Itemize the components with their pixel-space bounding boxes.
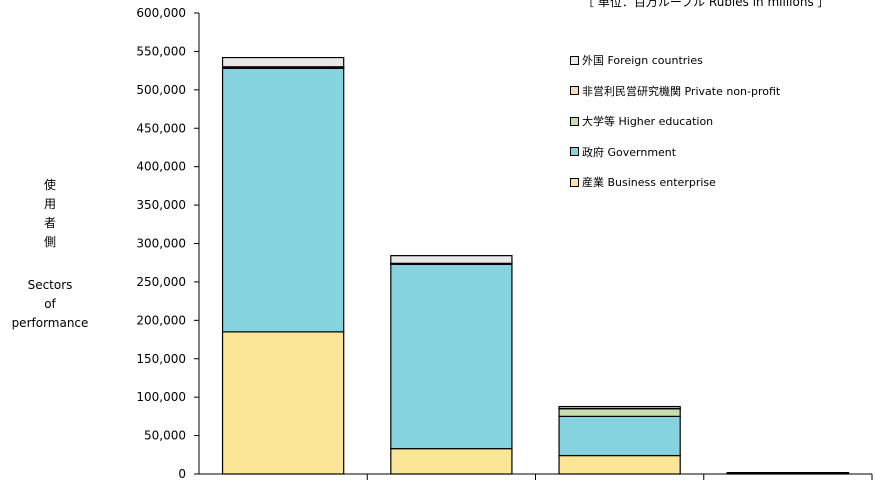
bar-segment (558, 408, 681, 417)
bar-segment (390, 263, 513, 450)
legend-swatch (570, 147, 579, 156)
legend-label: 大学等 Higher education (582, 115, 714, 128)
bar-segment (221, 56, 345, 68)
legend-label: 外国 Foreign countries (582, 54, 703, 67)
y-tick-label: 250,000 (136, 275, 186, 289)
bar-segment (221, 331, 345, 475)
bar-segment (221, 67, 345, 333)
legend-swatch (570, 177, 579, 187)
y-axis-title-word: performance (11, 316, 89, 330)
y-axis-title-char: 側 (43, 235, 56, 249)
y-tick-label: 600,000 (136, 6, 186, 20)
y-tick-label: 450,000 (136, 121, 186, 135)
legend-label: 産業 Business enterprise (582, 176, 716, 189)
legend-swatch (570, 55, 579, 65)
legend-swatch (570, 86, 579, 95)
legend-item-foreign: 外国 Foreign countries (570, 52, 780, 67)
y-tick-label: 150,000 (136, 352, 186, 366)
bars (221, 56, 850, 475)
legend-label: 非営利民営研究機関 Private non-profit (582, 84, 781, 98)
y-axis-title-japanese: 使 用 者 側 (0, 176, 100, 252)
bar-segment (390, 255, 513, 264)
legend: 外国 Foreign countries 非営利民営研究機関 Private n… (570, 52, 780, 205)
bar-segment (558, 415, 681, 457)
bar-segment (390, 448, 513, 475)
legend-swatch (570, 116, 579, 126)
y-tick-label: 300,000 (136, 237, 186, 251)
y-tick-label: 50,000 (144, 429, 186, 443)
y-tick-labels: 0 50,000 100,000 150,000 200,000 250,000 300,0… (136, 6, 186, 481)
y-tick-label: 550,000 (136, 44, 186, 58)
legend-item-private-nonprofit: 非営利民営研究機関 Private non-profit (570, 83, 781, 98)
y-tick-label: 0 (178, 467, 186, 481)
y-axis-title-english: Sectors of performance (0, 276, 100, 333)
bar-segment (558, 405, 681, 410)
y-tick-label: 350,000 (136, 198, 186, 212)
y-tick-label: 200,000 (136, 313, 186, 327)
y-tick-label: 500,000 (136, 83, 186, 97)
y-axis-title-word: Sectors (27, 278, 73, 292)
legend-label: 政府 Government (582, 145, 677, 159)
y-tick-label: 400,000 (136, 160, 186, 174)
y-axis-title-char: 用 (43, 197, 56, 211)
legend-item-higher-education: 大学等 Higher education (570, 113, 780, 128)
legend-item-business: 産業 Business enterprise (570, 174, 780, 189)
y-tick-label: 100,000 (136, 390, 186, 404)
unit-note: ［ 単位：百万ルーブル Rubles in millions ］ (582, 0, 830, 9)
y-axis-title-word: of (44, 297, 56, 311)
bar-segment (558, 454, 681, 475)
y-axis-title-char: 使 (43, 178, 56, 192)
legend-item-government: 政府 Government (570, 144, 780, 159)
y-axis-title-char: 者 (43, 216, 56, 230)
